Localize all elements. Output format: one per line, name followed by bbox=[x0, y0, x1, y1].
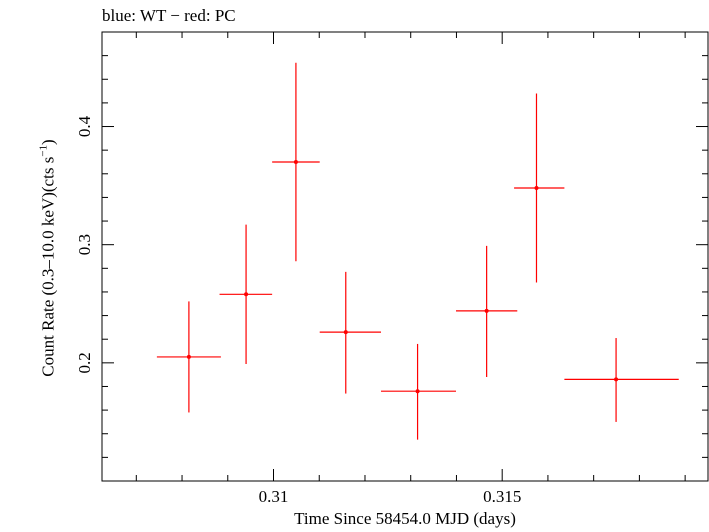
y-tick-label: 0.3 bbox=[75, 234, 94, 255]
data-marker bbox=[343, 330, 348, 335]
data-point bbox=[514, 93, 565, 283]
axis-tick-labels: 0.31 0.315 0.2 0.3 0.4 bbox=[75, 115, 521, 506]
data-point bbox=[272, 62, 320, 262]
data-marker bbox=[186, 354, 191, 359]
data-point bbox=[564, 338, 679, 422]
x-tick-label: 0.31 bbox=[259, 487, 289, 506]
data-marker bbox=[293, 159, 298, 164]
chart-title: blue: WT − red: PC bbox=[102, 6, 236, 25]
data-point bbox=[380, 343, 456, 440]
data-marker bbox=[534, 185, 539, 190]
data-marker bbox=[244, 292, 249, 297]
y-axis-label: Count Rate (0.3–10.0 keV)(cts s−1) bbox=[38, 139, 59, 376]
data-point bbox=[219, 224, 273, 365]
x-axis-label: Time Since 58454.0 MJD (days) bbox=[294, 509, 516, 528]
y-tick-label: 0.4 bbox=[75, 115, 94, 137]
data-point bbox=[455, 245, 518, 378]
plot-frame bbox=[101, 31, 709, 482]
data-marker bbox=[614, 377, 619, 382]
data-marker bbox=[484, 308, 489, 313]
x-tick-label: 0.315 bbox=[483, 487, 521, 506]
y-axis-label-superscript: −1 bbox=[37, 144, 50, 157]
data-point bbox=[156, 301, 221, 413]
data-point bbox=[319, 271, 381, 394]
axis-ticks bbox=[102, 31, 708, 481]
y-axis-label-tail: ) bbox=[38, 139, 58, 145]
data-marks bbox=[156, 62, 679, 440]
y-axis-label-main: Count Rate (0.3–10.0 keV)(cts s bbox=[38, 156, 58, 377]
y-tick-label: 0.2 bbox=[75, 352, 94, 373]
data-marker bbox=[415, 389, 420, 394]
